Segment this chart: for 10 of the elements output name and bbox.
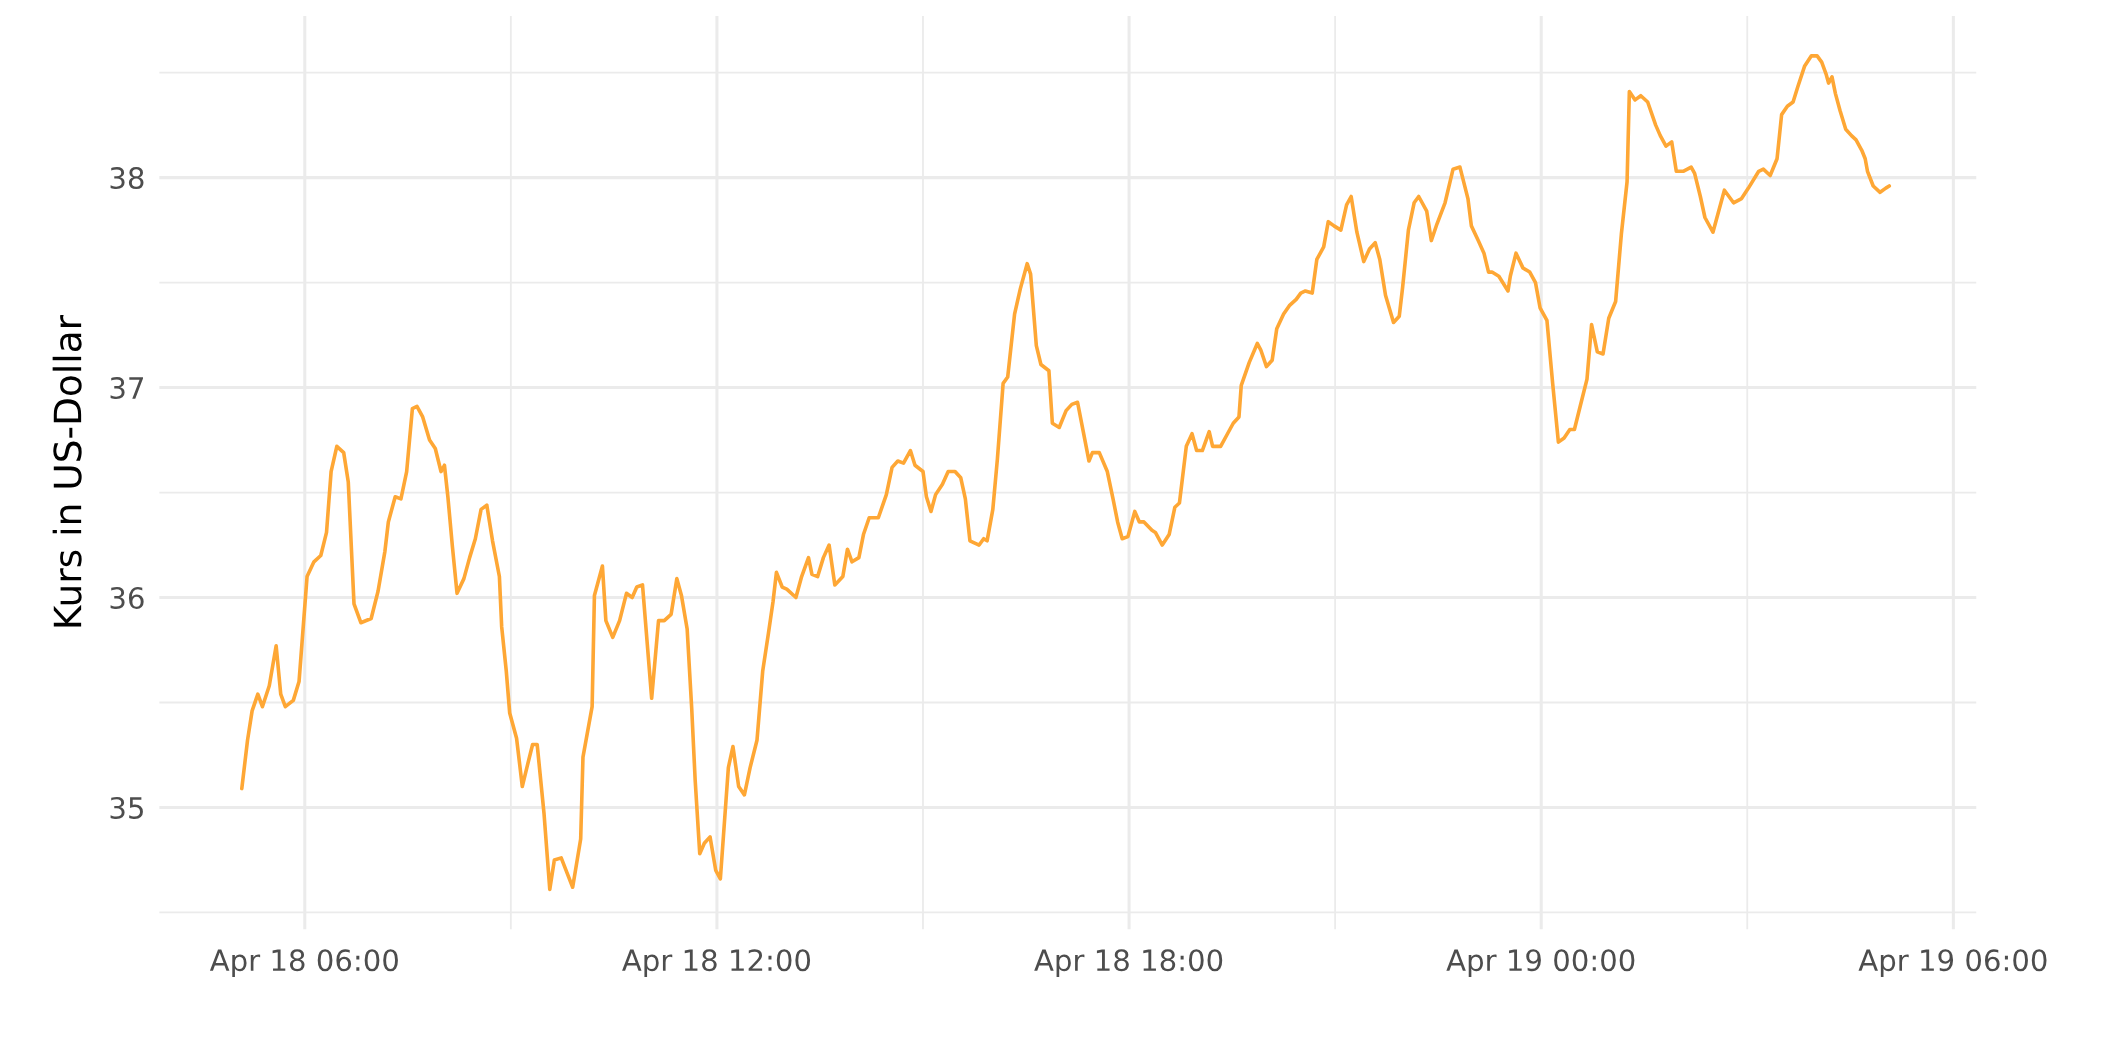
y-tick-label: 35 (110, 796, 143, 819)
x-tick-label: Apr 18 12:00 (622, 949, 811, 977)
x-tick-label: Apr 18 18:00 (1034, 949, 1223, 977)
x-tick-label: Apr 19 00:00 (1446, 949, 1635, 977)
y-tick-label: 36 (110, 586, 144, 610)
y-tick-label: 38 (110, 167, 144, 190)
x-tick-label: Apr 18 06:00 (209, 949, 398, 977)
y-tick-label: 37 (110, 376, 143, 400)
x-tick-label: Apr 19 06:00 (1858, 949, 2047, 977)
y-axis-title: Kurs in US-Dollar (52, 314, 82, 627)
